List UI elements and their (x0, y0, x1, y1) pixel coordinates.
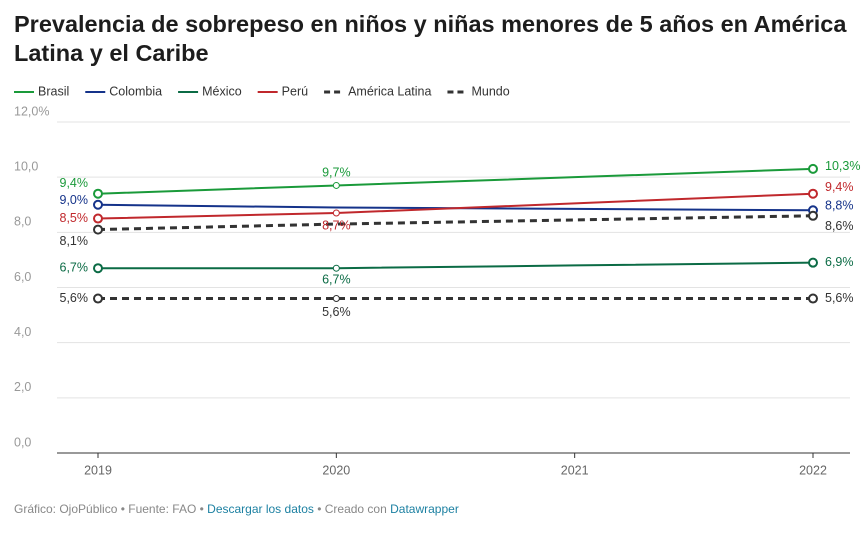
value-label: 5,6% (825, 291, 854, 305)
y-tick-label: 4,0 (14, 325, 31, 339)
value-label: 8,1% (60, 234, 89, 248)
data-point (332, 209, 340, 217)
x-tick-label: 2019 (84, 463, 112, 477)
data-point (93, 188, 103, 199)
footer-made-with: • Creado con (313, 502, 391, 516)
value-label: 9,4% (60, 176, 89, 190)
value-label: 8,6% (825, 219, 854, 233)
value-label: 9,0% (60, 193, 89, 207)
y-tick-label: 10,0 (14, 159, 38, 173)
data-point (808, 188, 818, 199)
x-tick-label: 2020 (322, 463, 350, 477)
value-label: 5,6% (60, 291, 89, 305)
data-point (93, 199, 103, 210)
data-point (93, 263, 103, 274)
series-line (97, 192, 814, 220)
data-point (808, 163, 818, 174)
value-label: 6,7% (60, 260, 89, 274)
data-point (808, 293, 818, 304)
y-tick-label: 6,0 (14, 270, 31, 284)
value-label: 10,3% (825, 159, 860, 173)
y-tick-label: 0,0 (14, 435, 31, 449)
y-tick-label: 12,0% (14, 104, 49, 118)
value-label: 5,6% (322, 305, 351, 319)
data-point (332, 181, 340, 189)
data-point (332, 264, 340, 272)
x-tick-label: 2022 (799, 463, 827, 477)
value-label: 9,7% (322, 166, 351, 180)
value-label: 8,5% (60, 211, 89, 225)
data-point (93, 293, 103, 304)
value-label: 6,9% (825, 255, 854, 269)
legend-label: Perú (282, 84, 308, 98)
data-point (808, 257, 818, 268)
download-link[interactable]: Descargar los datos (207, 502, 314, 516)
legend-label: América Latina (348, 84, 431, 98)
value-label: 8,8% (825, 199, 854, 213)
datawrapper-link[interactable]: Datawrapper (390, 502, 459, 516)
value-label: 8,7% (322, 218, 351, 232)
series-line (97, 214, 814, 232)
legend-label: Mundo (471, 84, 509, 98)
value-label: 6,7% (322, 272, 351, 286)
data-point (332, 295, 340, 303)
chart-title: Prevalencia de sobrepeso en niños y niña… (14, 11, 847, 66)
footer: Gráfico: OjoPúblico • Fuente: FAO • Desc… (14, 502, 459, 516)
y-tick-label: 2,0 (14, 380, 31, 394)
legend-label: Colombia (109, 84, 162, 98)
data-point (93, 224, 103, 235)
footer-credit: Gráfico: OjoPúblico • Fuente: FAO • (14, 502, 208, 516)
y-tick-label: 8,0 (14, 215, 31, 229)
series-line (97, 167, 814, 195)
value-label: 9,4% (825, 180, 854, 194)
x-tick-label: 2021 (561, 463, 589, 477)
data-point (93, 213, 103, 224)
data-point (808, 210, 818, 221)
series-line (98, 261, 814, 270)
legend-label: Brasil (38, 84, 69, 98)
legend-label: México (202, 84, 242, 98)
